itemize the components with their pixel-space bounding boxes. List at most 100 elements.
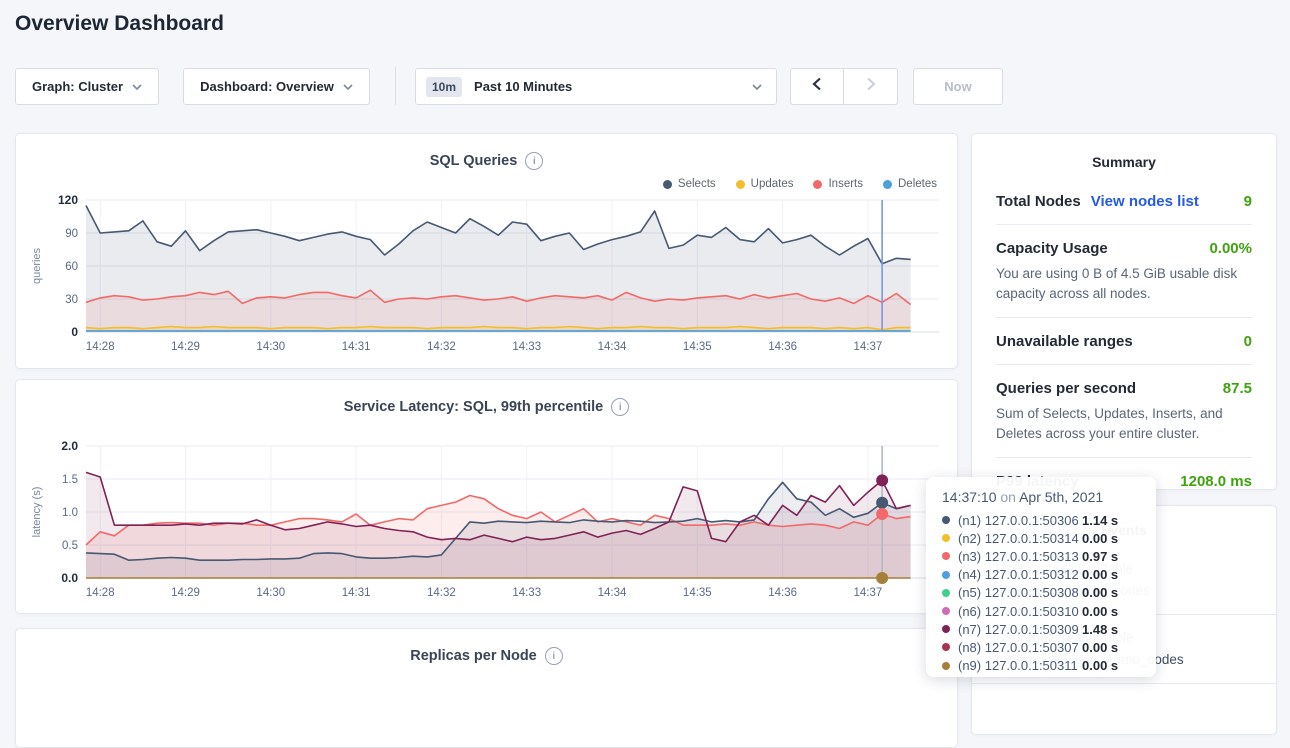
latency-title: Service Latency: SQL, 99th percentile (16, 398, 957, 416)
summary-row-label: Unavailable ranges (996, 333, 1133, 351)
svg-text:60: 60 (65, 261, 78, 273)
summary-row-label: Queries per second (996, 380, 1137, 398)
tooltip-row: (n5) 127.0.0.1:50308 0.00 s (942, 584, 1140, 602)
summary-row: Queries per second 87.5 Sum of Selects, Up… (996, 365, 1252, 459)
time-range-selector[interactable]: 10m Past 10 Minutes (415, 68, 777, 105)
svg-text:14:35: 14:35 (683, 587, 712, 599)
svg-text:120: 120 (58, 193, 78, 207)
summary-row-label: Capacity Usage (996, 240, 1108, 257)
svg-text:14:32: 14:32 (427, 341, 456, 353)
summary-row-caption: You are using 0 B of 4.5 GiB usable disk… (996, 266, 1238, 301)
svg-text:14:31: 14:31 (342, 341, 371, 353)
svg-text:30: 30 (65, 294, 78, 306)
sql-chart[interactable]: 0 30 60 90 120 14:28 14:29 14:30 14:31 14:32 14:33… (28, 192, 947, 365)
tooltip-row: (n3) 127.0.0.1:50313 0.97 s (942, 547, 1140, 565)
svg-text:14:30: 14:30 (256, 587, 285, 599)
tooltip-row: (n2) 127.0.0.1:50314 0.00 s (942, 529, 1140, 547)
summary-row-caption: Sum of Selects, Updates, Inserts, and De… (996, 406, 1223, 441)
summary-row: Total Nodes View nodes list 9 (996, 178, 1252, 225)
summary-card: Summary Total Nodes View nodes list 9 Capac… (971, 133, 1277, 490)
legend-dot-icon (662, 179, 672, 189)
chevron-right-icon (866, 77, 876, 96)
summary-row-label: Total Nodes (996, 193, 1081, 210)
svg-text:14:33: 14:33 (512, 341, 541, 353)
summary-rows: Total Nodes View nodes list 9 Capacity Usag… (972, 170, 1276, 504)
svg-text:14:31: 14:31 (342, 587, 371, 599)
node-dot-icon (942, 625, 950, 634)
summary-title: Summary (1092, 154, 1156, 170)
view-nodes-link[interactable]: View nodes list (1090, 193, 1199, 210)
node-dot-icon (942, 552, 950, 561)
svg-text:2.0: 2.0 (61, 439, 78, 453)
next-time-button[interactable] (844, 68, 898, 105)
info-icon[interactable] (544, 647, 563, 665)
svg-text:14:32: 14:32 (427, 587, 456, 599)
tooltip-row: (n9) 127.0.0.1:50311 0.00 s (942, 657, 1140, 675)
svg-text:14:29: 14:29 (171, 587, 200, 599)
sql-legend: Selects Updates Inserts Deletes (662, 178, 937, 190)
info-icon[interactable] (611, 398, 630, 416)
legend-item-updates[interactable]: Updates (735, 178, 793, 190)
node-dot-icon (942, 534, 950, 543)
latency-card: Service Latency: SQL, 99th percentile 0.… (15, 379, 958, 614)
tooltip-row: (n4) 127.0.0.1:50312 0.00 s (942, 566, 1140, 584)
node-dot-icon (942, 588, 950, 597)
chevron-down-icon (132, 83, 142, 90)
latency-chart[interactable]: 0.0 0.5 1.0 1.5 2.0 14:28 14:29 14:30 14:31 14:32… (28, 438, 947, 611)
summary-row: Capacity Usage 0.00% You are using 0 B of … (996, 225, 1252, 319)
svg-text:1.0: 1.0 (62, 507, 78, 519)
graph-dropdown[interactable]: Graph: Cluster (15, 68, 159, 105)
svg-text:14:34: 14:34 (598, 341, 627, 353)
node-dot-icon (942, 661, 950, 670)
svg-text:latency (s): latency (s) (31, 487, 43, 538)
replicas-title: Replicas per Node (16, 647, 957, 665)
node-dot-icon (942, 643, 950, 652)
legend-item-selects[interactable]: Selects (662, 178, 716, 190)
info-icon[interactable] (525, 152, 544, 170)
legend-dot-icon (813, 179, 823, 189)
svg-text:14:28: 14:28 (86, 341, 115, 353)
legend-item-deletes[interactable]: Deletes (883, 178, 937, 190)
svg-text:14:37: 14:37 (854, 587, 883, 599)
tooltip-row: (n8) 127.0.0.1:50307 0.00 s (942, 638, 1140, 656)
dashboard-dropdown-label: Dashboard: Overview (200, 79, 334, 94)
svg-text:queries: queries (31, 247, 43, 284)
tooltip-rows: (n1) 127.0.0.1:50306 1.14 s (n2) 127.0.0.1… (942, 511, 1140, 675)
svg-text:0: 0 (71, 325, 78, 339)
prev-time-button[interactable] (790, 68, 844, 105)
svg-text:14:28: 14:28 (86, 587, 115, 599)
node-dot-icon (942, 516, 950, 525)
svg-text:14:37: 14:37 (854, 341, 883, 353)
summary-row-value: 87.5 (1222, 380, 1252, 398)
chart-hover-tooltip: 14:37:10 on Apr 5th, 2021 (n1) 127.0.0.1… (926, 477, 1156, 677)
svg-text:0.5: 0.5 (62, 540, 78, 552)
tooltip-row: (n7) 127.0.0.1:50309 1.48 s (942, 620, 1140, 638)
svg-text:14:35: 14:35 (683, 341, 712, 353)
svg-text:90: 90 (65, 228, 78, 240)
tooltip-row: (n1) 127.0.0.1:50306 1.14 s (942, 511, 1140, 529)
tooltip-row: (n6) 127.0.0.1:50310 0.00 s (942, 602, 1140, 620)
legend-dot-icon (735, 179, 745, 189)
now-button[interactable]: Now (913, 68, 1003, 105)
svg-text:14:33: 14:33 (512, 587, 541, 599)
summary-row-value: 9 (1243, 193, 1252, 210)
node-dot-icon (942, 607, 950, 616)
svg-text:1.5: 1.5 (62, 474, 78, 486)
svg-text:14:34: 14:34 (598, 587, 627, 599)
chevron-down-icon (343, 83, 353, 90)
node-dot-icon (942, 570, 950, 579)
summary-row: Unavailable ranges 0 (996, 318, 1252, 366)
replicas-card: Replicas per Node (15, 628, 958, 748)
svg-text:0.0: 0.0 (61, 571, 78, 585)
summary-row-value: 1208.0 ms (1180, 473, 1252, 491)
chevron-down-icon (752, 83, 762, 90)
svg-text:14:30: 14:30 (256, 341, 285, 353)
time-range-label: Past 10 Minutes (474, 79, 573, 94)
sql-queries-card: SQL Queries Selects Updates Inserts Deletes… (15, 133, 958, 369)
summary-row-value: 0.00% (1209, 240, 1252, 257)
dashboard-dropdown[interactable]: Dashboard: Overview (183, 68, 370, 105)
time-nav-group (790, 68, 898, 105)
sql-queries-title: SQL Queries (16, 152, 957, 170)
svg-text:14:36: 14:36 (768, 587, 797, 599)
legend-item-inserts[interactable]: Inserts (813, 178, 863, 190)
